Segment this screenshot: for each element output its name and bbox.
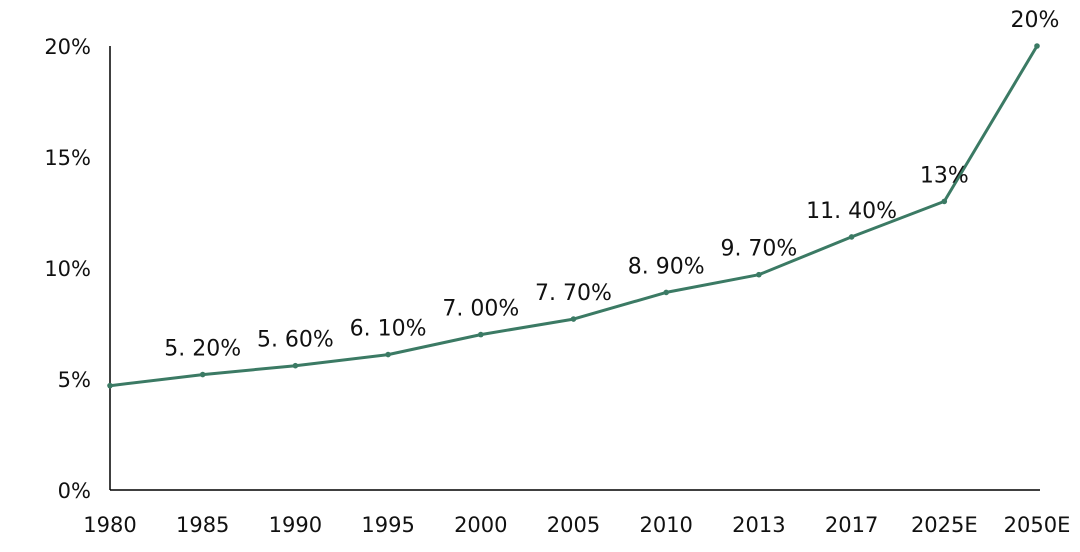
x-tick-label: 2010 <box>639 513 692 537</box>
data-labels: 5. 20% 5. 60% 6. 10% 7. 00% 7. 70% 8. 90% 9. 7… <box>164 8 1059 362</box>
data-label: 7. 00% <box>442 297 519 322</box>
data-label: 5. 60% <box>257 328 334 353</box>
y-tick-label: 10% <box>44 257 91 281</box>
data-point <box>1034 43 1040 49</box>
data-label: 11. 40% <box>806 199 897 224</box>
x-tick-label: 1980 <box>83 513 136 537</box>
data-point <box>199 371 206 378</box>
data-label: 5. 20% <box>164 337 241 362</box>
x-tick-labels: 1980 1985 1990 1995 2000 2005 2010 2013 2017 2025… <box>83 513 1070 537</box>
data-label: 9. 70% <box>720 237 797 262</box>
data-point <box>478 331 484 338</box>
data-label: 20% <box>1011 8 1060 33</box>
x-tick-label: 2005 <box>547 513 600 537</box>
data-label: 7. 70% <box>535 281 612 306</box>
y-tick-label: 20% <box>44 35 91 59</box>
x-tick-label: 2017 <box>825 513 878 537</box>
x-tick-label: 2050E <box>1004 513 1071 537</box>
y-tick-label: 5% <box>58 368 91 392</box>
data-point <box>756 271 762 278</box>
data-point <box>848 234 855 240</box>
data-point <box>385 351 391 358</box>
x-tick-label: 2025E <box>911 513 978 537</box>
x-tick-label: 2013 <box>732 513 785 537</box>
data-point <box>663 289 669 296</box>
series-line <box>108 44 1039 388</box>
data-point <box>292 362 299 369</box>
series-group <box>107 43 1040 389</box>
chart-axes <box>109 46 1040 491</box>
x-tick-label: 2000 <box>454 513 507 537</box>
y-tick-labels: 0% 5% 10% 15% 20% <box>44 35 91 503</box>
data-point <box>941 198 948 205</box>
y-tick-label: 0% <box>58 479 91 503</box>
data-label: 8. 90% <box>628 254 705 279</box>
data-label: 13% <box>920 163 969 188</box>
data-point <box>570 316 577 322</box>
data-label: 6. 10% <box>350 317 427 342</box>
x-tick-label: 1990 <box>269 513 322 537</box>
data-point <box>107 382 113 389</box>
x-tick-label: 1985 <box>176 513 229 537</box>
x-tick-label: 1995 <box>361 513 414 537</box>
y-tick-label: 15% <box>44 146 91 170</box>
